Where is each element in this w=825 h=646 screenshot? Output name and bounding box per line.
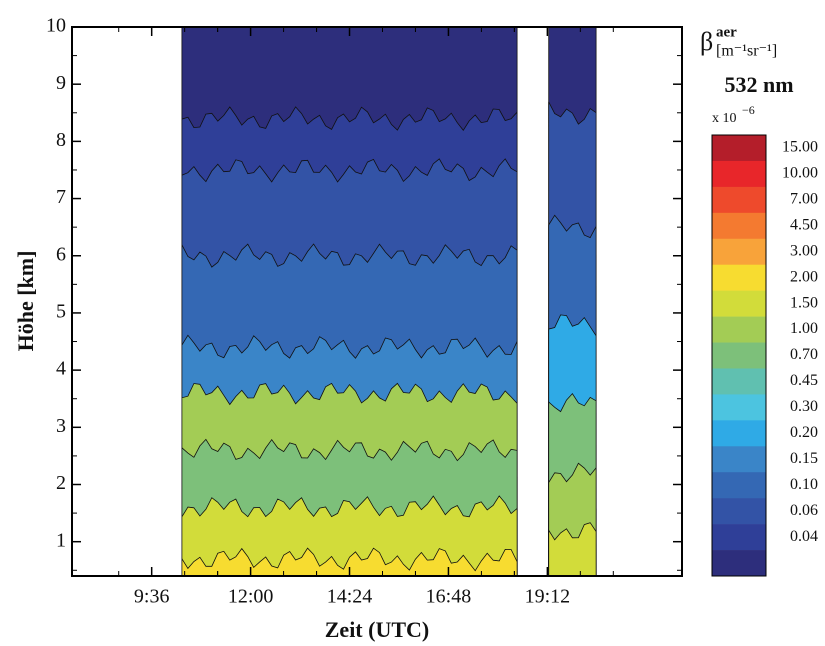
colorbar-swatch <box>712 135 766 162</box>
colorbar-label: 0.04 <box>790 528 818 545</box>
colorbar-label: 0.45 <box>790 372 818 389</box>
x-tick-label: 19:12 <box>525 586 571 608</box>
y-tick-label: 5 <box>56 301 66 323</box>
y-axis-label: Höhe [km] <box>13 251 38 352</box>
colorbar-label: 4.50 <box>790 216 818 233</box>
colorbar-swatch <box>712 342 766 369</box>
colorbar-label: 0.20 <box>790 424 818 441</box>
x-tick-label: 16:48 <box>426 586 472 608</box>
colorbar-swatch <box>712 160 766 188</box>
x-tick-label: 14:24 <box>327 586 373 608</box>
colorbar-swatch <box>712 290 766 317</box>
colorbar-swatch <box>712 264 766 291</box>
x-tick-label: 12:00 <box>228 586 274 608</box>
y-tick-label: 10 <box>46 15 66 37</box>
x-tick-label: 9:36 <box>134 586 170 608</box>
colorbar-label: 0.06 <box>790 502 818 519</box>
colorbar-swatch <box>712 472 766 499</box>
colorbar-swatch <box>712 420 766 447</box>
colorbar-label: 0.10 <box>790 476 818 493</box>
colorbar-label: 10.00 <box>782 165 818 182</box>
colorbar-label: 0.70 <box>790 346 818 363</box>
colorbar-swatch <box>712 212 766 240</box>
y-tick-label: 8 <box>56 129 66 151</box>
colorbar-wavelength: 532 nm <box>724 72 793 97</box>
colorbar-symbol-super: aer <box>716 24 737 40</box>
plot-frame <box>71 26 683 577</box>
colorbar-label: 0.15 <box>790 450 818 467</box>
colorbar-label: 0.30 <box>790 398 818 415</box>
y-tick-label: 7 <box>56 186 66 208</box>
y-tick-label: 1 <box>56 529 66 551</box>
y-tick-label: 9 <box>56 72 66 94</box>
colorbar-label: 15.00 <box>782 139 818 156</box>
colorbar-scale: x 10 <box>712 111 737 126</box>
colorbar-swatch <box>712 368 766 395</box>
colorbar-label: 1.00 <box>790 320 818 337</box>
colorbar-swatch <box>712 316 766 343</box>
colorbar-swatch <box>712 238 766 266</box>
contour-layer <box>181 495 518 577</box>
y-tick-label: 6 <box>56 243 66 265</box>
colorbar-unit: [m⁻¹sr⁻¹] <box>716 43 777 60</box>
colorbar-swatch <box>712 498 766 525</box>
y-tick-label: 2 <box>56 472 66 494</box>
contour-layer <box>548 522 597 577</box>
y-tick-label: 3 <box>56 415 66 437</box>
contour-layer <box>181 547 518 577</box>
colorbar-label: 1.50 <box>790 294 818 311</box>
colorbar-swatch <box>712 394 766 421</box>
colorbar-label: 3.00 <box>790 242 818 259</box>
colorbar-swatch <box>712 446 766 473</box>
colorbar-label: 7.00 <box>790 191 818 208</box>
colorbar-symbol: β <box>700 27 713 56</box>
y-tick-label: 4 <box>56 358 66 380</box>
x-axis-label: Zeit (UTC) <box>325 617 429 642</box>
colorbar-label: 2.00 <box>790 268 818 285</box>
colorbar-swatch <box>712 524 766 551</box>
colorbar-frame <box>711 134 767 577</box>
colorbar-swatch <box>712 550 766 577</box>
colorbar-scale-exponent: −6 <box>742 103 755 117</box>
colorbar-swatch <box>712 186 766 214</box>
